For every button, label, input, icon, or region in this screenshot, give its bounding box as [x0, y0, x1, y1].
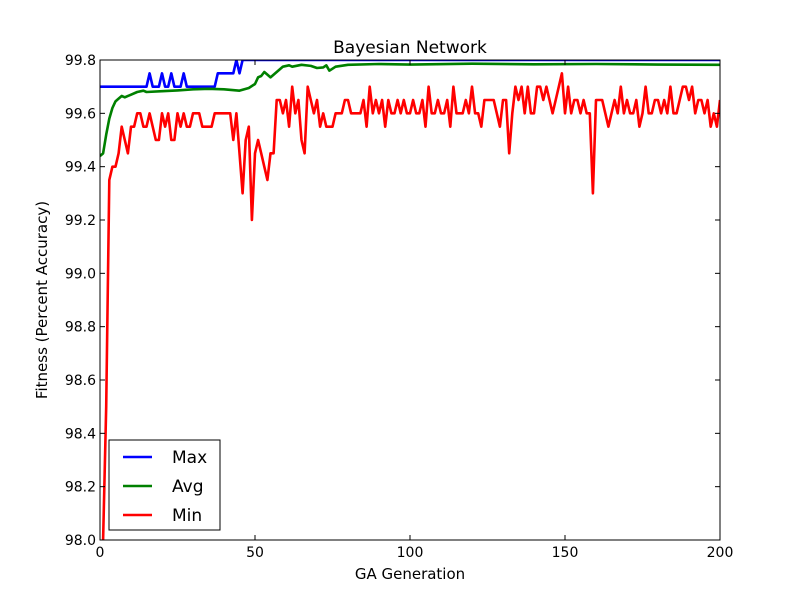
series-line-min [101, 72, 720, 540]
y-tick-label: 98.6 [65, 373, 96, 389]
y-tick-label: 99.2 [65, 213, 96, 229]
x-tick-label: 100 [397, 545, 424, 561]
series-line-avg [100, 62, 720, 157]
y-tick-label: 98.4 [65, 426, 96, 442]
y-axis-label: Fitness (Percent Accuracy) [33, 201, 51, 399]
legend: Max Avg Min [108, 439, 221, 531]
ticks-layer: 0 50 100 150 200 98.0 98.2 98.4 98.6 98.8 99.0 99.2… [65, 53, 734, 561]
legend-label-max: Max [172, 448, 207, 468]
series-layer [100, 60, 720, 540]
y-tick-label: 99.8 [65, 53, 96, 69]
x-axis-label: GA Generation [355, 565, 465, 583]
series-line-max [100, 60, 720, 88]
x-tick-label: 50 [246, 545, 264, 561]
x-tick-label: 150 [552, 545, 579, 561]
y-tick-label: 99.6 [65, 106, 96, 122]
y-tick-label: 98.2 [65, 480, 96, 496]
x-tick-label: 0 [96, 545, 105, 561]
legend-items: Max Avg Min [123, 448, 207, 526]
y-tick-label: 98.8 [65, 320, 96, 336]
legend-label-avg: Avg [172, 477, 204, 497]
legend-label-min: Min [172, 506, 202, 526]
y-tick-label: 99.4 [65, 160, 96, 176]
y-tick-label: 99.0 [65, 266, 96, 282]
chart-title: Bayesian Network [333, 38, 487, 58]
y-tick-label: 98.0 [65, 533, 96, 549]
x-tick-label: 200 [707, 545, 734, 561]
